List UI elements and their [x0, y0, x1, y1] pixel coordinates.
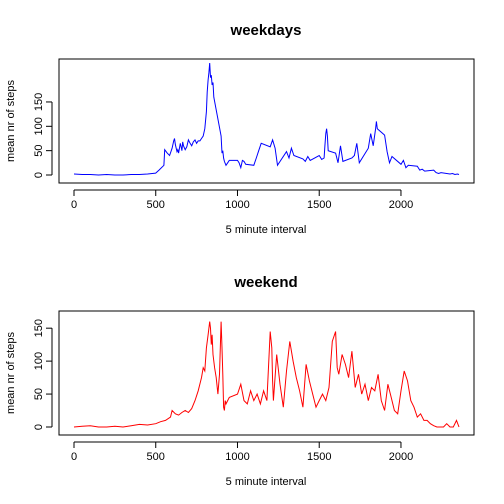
y-tick-label: 100 [33, 352, 45, 370]
x-axis: 0 500 1000 1500 2000 [71, 189, 413, 211]
x-tick-label: 2000 [389, 199, 413, 211]
x-axis: 0 500 1000 1500 2000 [71, 441, 413, 463]
x-tick-label: 1500 [307, 451, 331, 463]
x-tick-label: 0 [71, 199, 77, 211]
x-axis-label: 5 minute interval [226, 224, 307, 236]
plot-frame [58, 310, 475, 436]
weekdays-panel: weekdays 0 500 1000 1500 2000 0 50 100 150 5 mi… [5, 22, 475, 236]
x-tick-label: 500 [147, 199, 165, 211]
y-tick-label: 150 [33, 319, 45, 337]
y-axis-label: mean nr of steps [5, 80, 17, 162]
y-tick-label: 100 [33, 117, 45, 135]
x-tick-label: 1500 [307, 199, 331, 211]
weekend-panel: weekend 0 500 1000 1500 2000 0 50 100 150 5 min… [5, 274, 475, 488]
y-axis: 0 50 100 150 [33, 93, 53, 178]
y-axis-label: mean nr of steps [5, 332, 17, 414]
x-tick-label: 1000 [225, 451, 249, 463]
y-tick-label: 0 [33, 424, 45, 430]
plot-frame [58, 58, 475, 184]
x-tick-label: 0 [71, 451, 77, 463]
y-axis: 0 50 100 150 [33, 319, 53, 430]
series-line-weekdays [73, 62, 460, 176]
chart-title: weekend [233, 274, 297, 291]
y-tick-label: 0 [33, 172, 45, 178]
y-tick-label: 50 [33, 388, 45, 400]
x-tick-label: 2000 [389, 451, 413, 463]
chart-title: weekdays [230, 22, 302, 39]
x-tick-label: 1000 [225, 199, 249, 211]
y-tick-label: 150 [33, 93, 45, 111]
series-line-weekend [73, 321, 460, 428]
x-tick-label: 500 [147, 451, 165, 463]
y-tick-label: 50 [33, 145, 45, 157]
x-axis-label: 5 minute interval [226, 476, 307, 488]
